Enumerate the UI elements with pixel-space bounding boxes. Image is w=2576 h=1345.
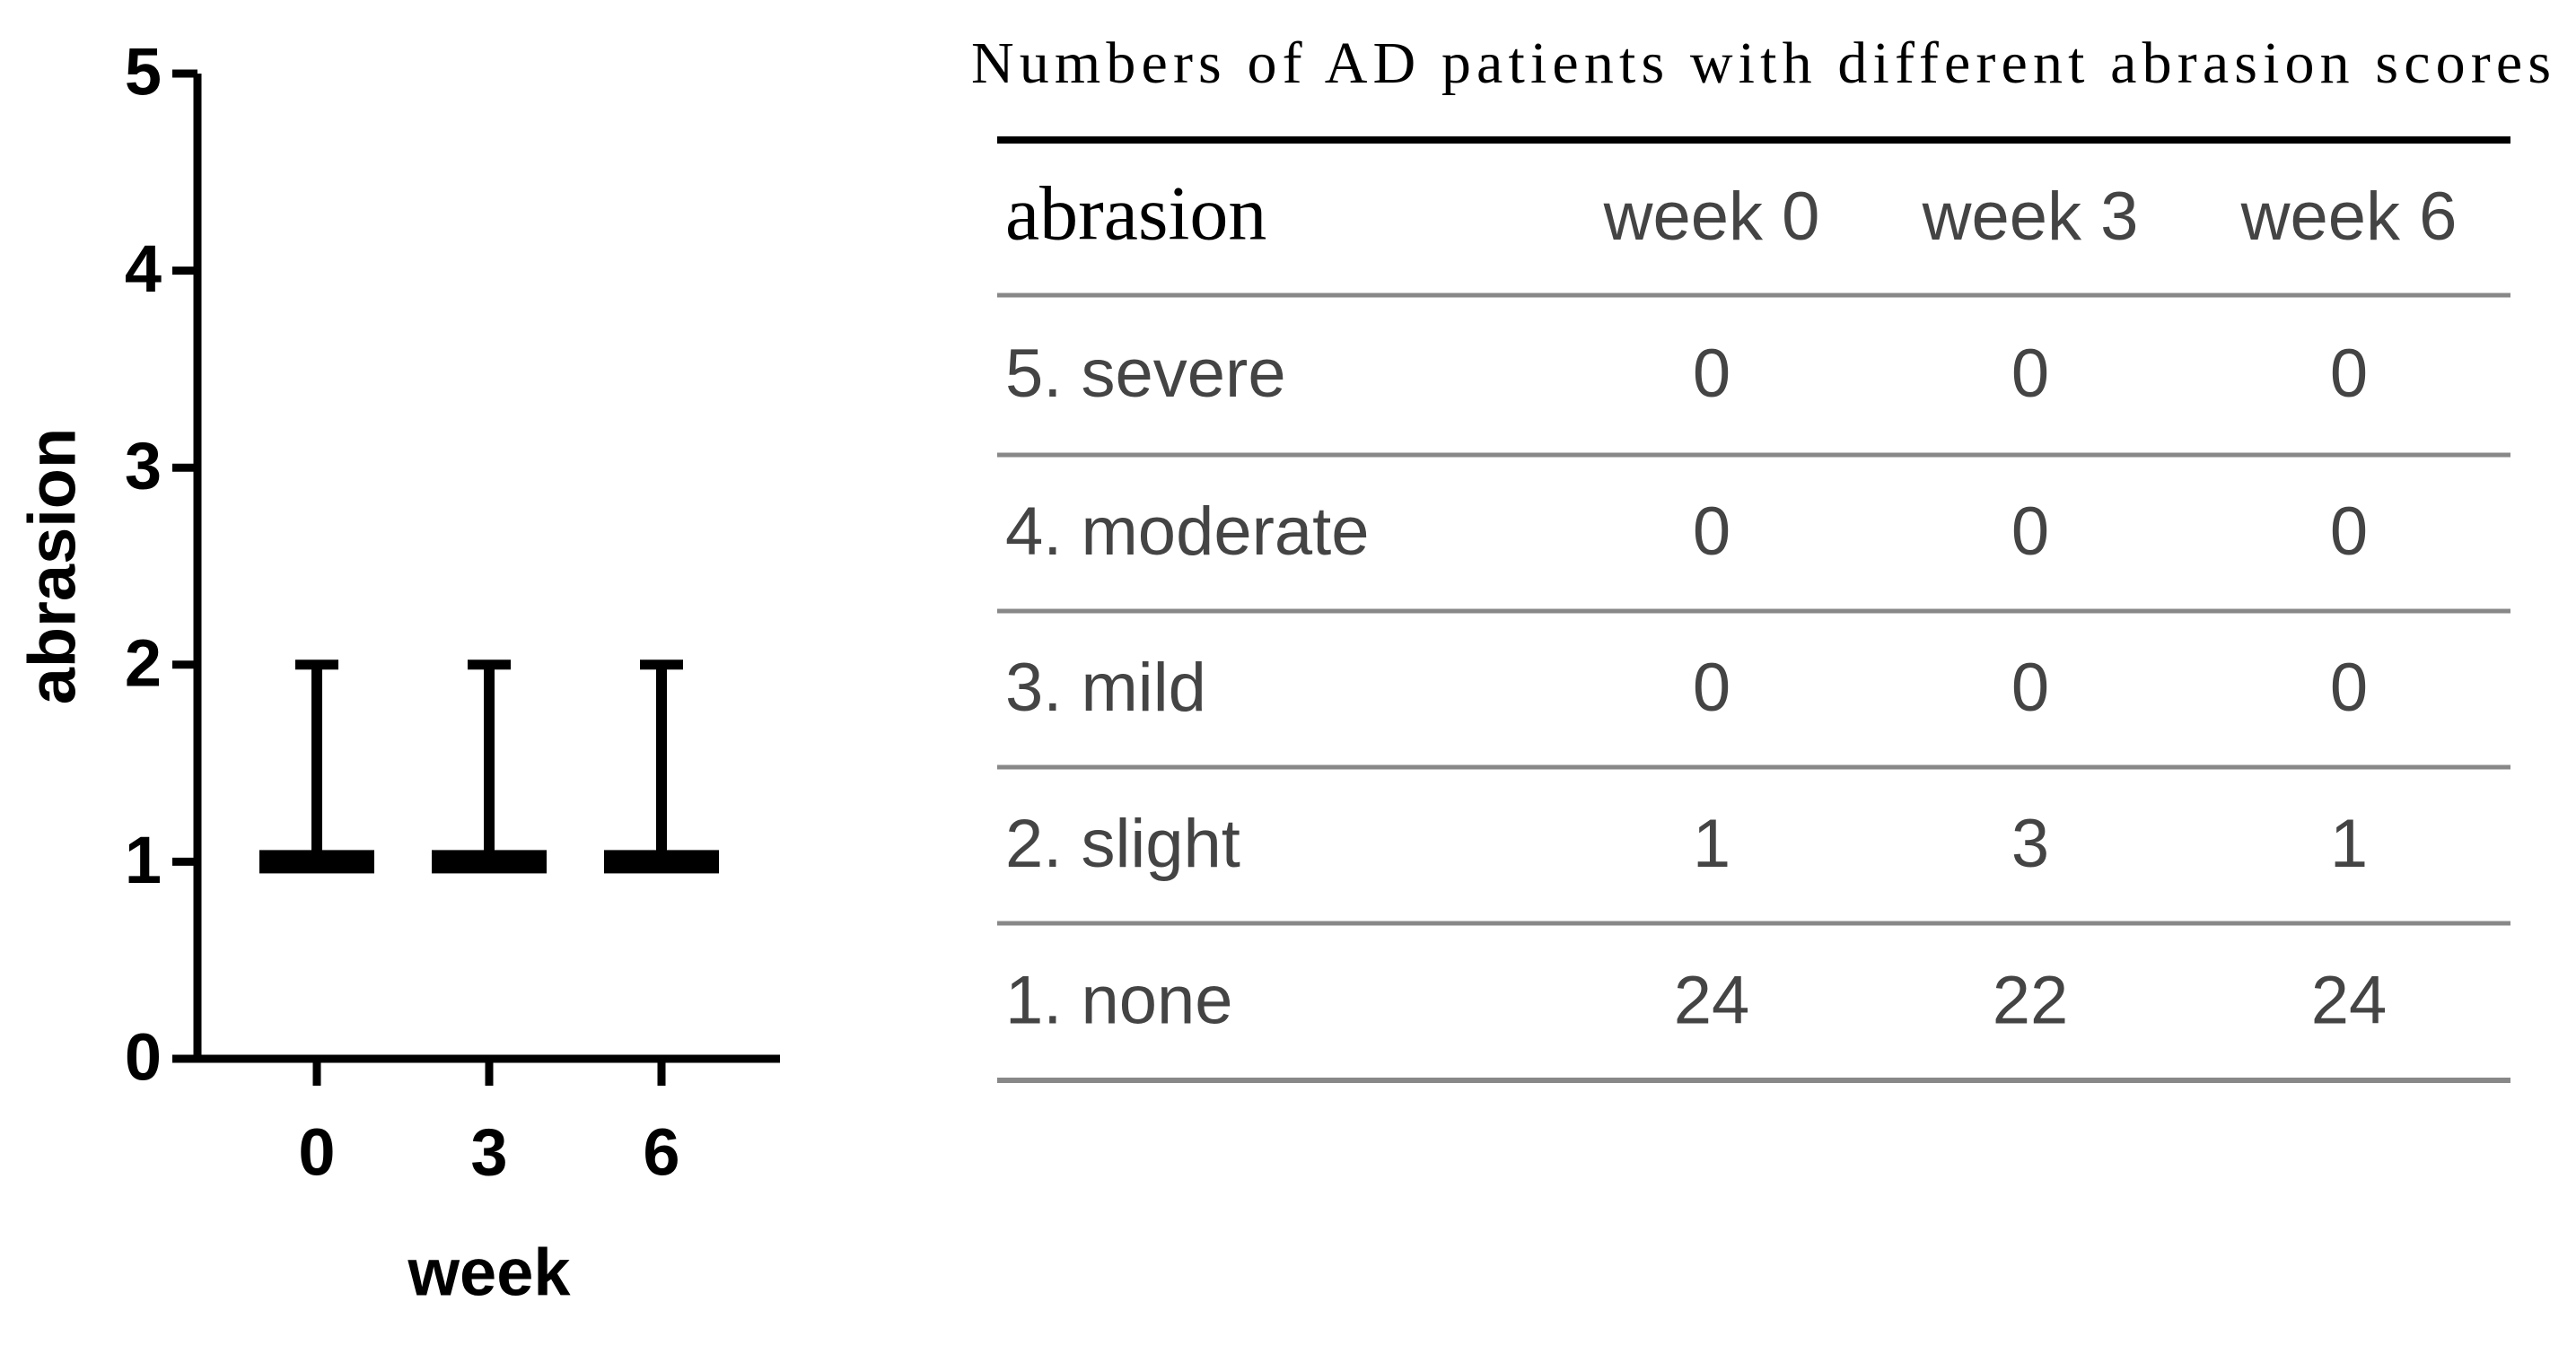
count-cell: 24 (2311, 963, 2388, 1039)
x-axis-label: week (407, 1236, 571, 1310)
y-tick-label: 2 (125, 625, 162, 700)
label-cell: 5. severe (1005, 336, 1286, 412)
table-title: Numbers of AD patients with different ab… (971, 31, 2551, 96)
header-cell: week 0 (1603, 179, 1820, 255)
y-tick-label: 1 (125, 823, 162, 897)
x-tick-label: 0 (298, 1115, 335, 1190)
y-axis-label: abrasion (15, 428, 90, 704)
header-cell: abrasion (1005, 170, 1266, 257)
count-cell: 24 (1674, 963, 1750, 1039)
count-cell: 1 (2330, 806, 2368, 882)
count-cell: 0 (2011, 650, 2049, 726)
label-cell: 3. mild (1005, 650, 1206, 726)
y-tick-label: 3 (125, 429, 162, 503)
count-cell: 3 (2011, 806, 2049, 882)
count-cell: 0 (2330, 493, 2368, 570)
header-cell: week 3 (1922, 179, 2139, 255)
count-cell: 22 (1993, 963, 2069, 1039)
y-tick-label: 5 (125, 35, 162, 109)
median-bar (259, 850, 374, 874)
count-cell: 0 (1693, 336, 1730, 412)
count-cell: 0 (2330, 650, 2368, 726)
count-cell: 1 (1693, 806, 1730, 882)
count-cell: 0 (2011, 336, 2049, 412)
count-cell: 0 (2330, 336, 2368, 412)
label-cell: 4. moderate (1005, 493, 1370, 570)
median-bar (432, 850, 547, 874)
x-tick-label: 6 (643, 1115, 679, 1190)
x-tick-label: 3 (470, 1115, 507, 1190)
label-cell: 1. none (1005, 963, 1233, 1039)
y-tick-label: 0 (125, 1020, 162, 1095)
count-cell: 0 (1693, 493, 1730, 570)
header-cell: week 6 (2240, 179, 2458, 255)
count-cell: 0 (1693, 650, 1730, 726)
label-cell: 2. slight (1005, 806, 1240, 882)
y-tick-label: 4 (125, 231, 162, 306)
median-bar (604, 850, 719, 874)
count-cell: 0 (2011, 493, 2049, 570)
